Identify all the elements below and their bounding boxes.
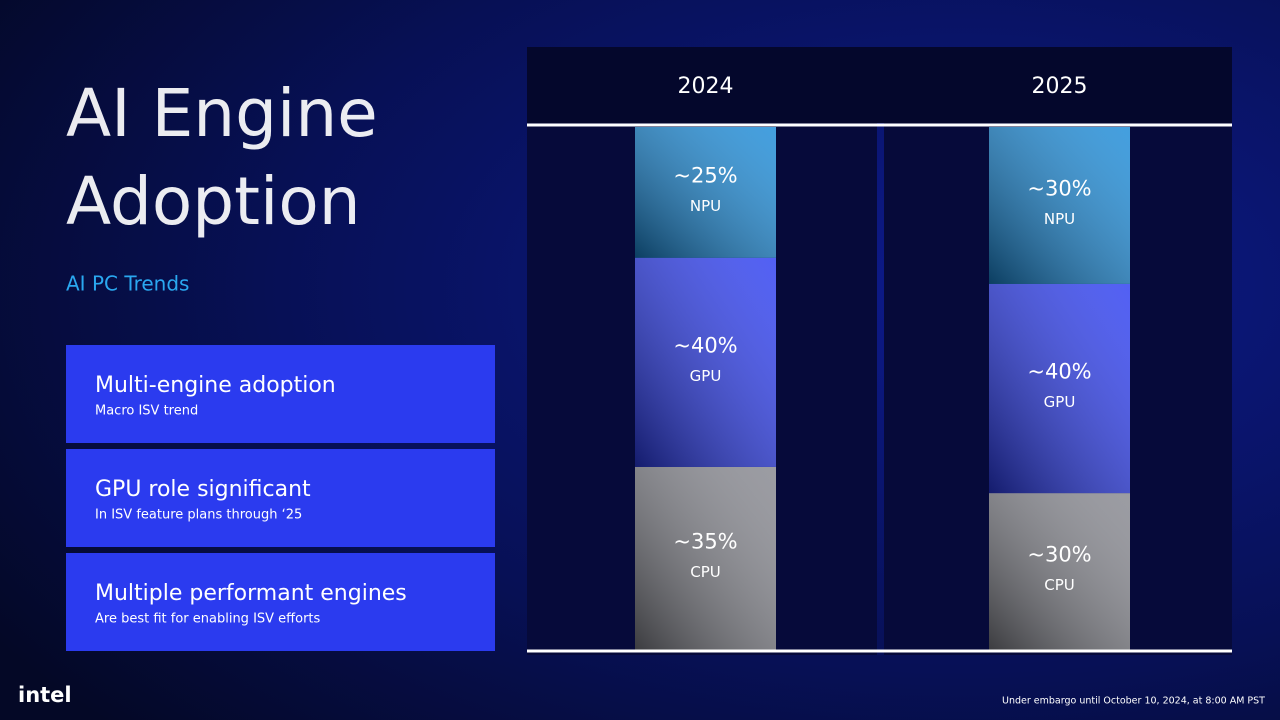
card-heading: Multi-engine adoption (95, 373, 336, 398)
value-label: ~25% (673, 163, 737, 187)
title-line: Adoption (66, 163, 361, 240)
chart: 2024 ~35% CPU ~40% GPU ~25% NPU 2025 ~30% CPU ~40%… (635, 74, 1130, 650)
value-label: ~40% (1027, 360, 1091, 384)
value-label: ~30% (1027, 176, 1091, 200)
category-label: 2025 (1032, 74, 1088, 99)
segment-name: GPU (1044, 393, 1076, 411)
value-label: ~30% (1027, 543, 1091, 567)
panel-header (527, 47, 1232, 123)
segment-name: CPU (690, 563, 721, 581)
segment-shade (989, 127, 1130, 284)
segment-shade (989, 493, 1130, 650)
logo: intel (18, 683, 72, 707)
segment-shade (989, 283, 1130, 494)
cards: Multi-engine adoption Macro ISV trend GPU … (66, 345, 495, 651)
segment-name: CPU (1044, 576, 1075, 594)
card-text: In ISV feature plans through ‘25 (95, 508, 302, 523)
category-label: 2024 (678, 74, 734, 99)
card (66, 345, 495, 443)
card-heading: GPU role significant (95, 477, 311, 502)
card-heading: Multiple performant engines (95, 581, 407, 606)
title-line: AI Engine (66, 75, 378, 152)
card-text: Macro ISV trend (95, 404, 198, 419)
footer: Under embargo until October 10, 2024, at… (1002, 696, 1265, 707)
segment-shade (635, 466, 776, 650)
value-label: ~40% (673, 333, 737, 357)
value-label: ~35% (673, 529, 737, 553)
segment-name: GPU (690, 367, 722, 385)
segment-name: NPU (690, 197, 721, 215)
card-text: Are best fit for enabling ISV efforts (95, 612, 321, 627)
segment-shade (635, 127, 776, 258)
subtitle: AI PC Trends (66, 272, 189, 296)
segment-name: NPU (1044, 210, 1075, 228)
segment-shade (635, 257, 776, 467)
card (66, 449, 495, 547)
card (66, 553, 495, 651)
